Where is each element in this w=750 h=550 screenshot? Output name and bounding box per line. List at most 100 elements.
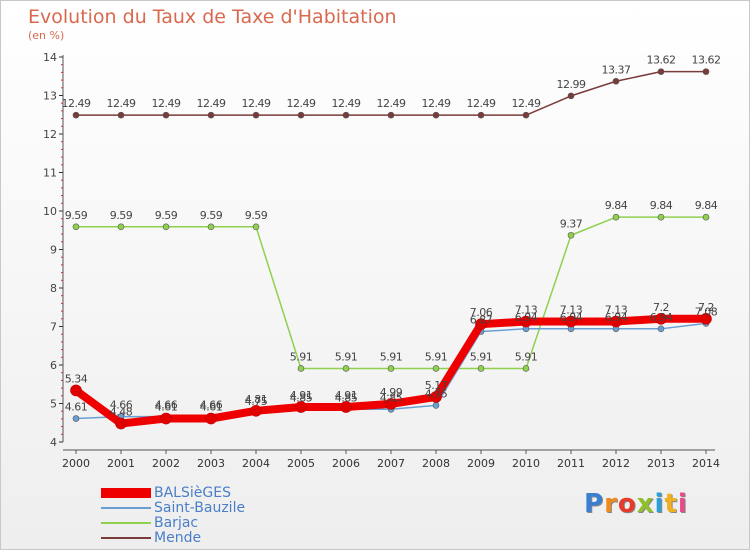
data-point	[432, 402, 440, 409]
y-tick-label: 10	[43, 205, 57, 218]
data-label: 4.85	[290, 391, 313, 404]
data-label: 12.49	[287, 97, 316, 110]
data-point	[610, 315, 622, 328]
data-label: 4.99	[380, 386, 403, 399]
data-label: 4.85	[380, 391, 403, 404]
data-point	[207, 111, 215, 119]
data-point	[432, 365, 440, 372]
data-label: 5.91	[470, 350, 493, 363]
data-point	[117, 111, 125, 119]
data-label: 5.91	[425, 350, 448, 363]
data-label: 4.61	[155, 401, 178, 414]
x-tick-label: 2003	[197, 457, 225, 470]
x-tick-label: 2004	[242, 457, 270, 470]
data-point	[430, 391, 442, 403]
logo-letter: P	[584, 489, 605, 519]
x-tick-label: 2006	[332, 457, 360, 470]
data-point	[252, 223, 260, 231]
data-point	[162, 223, 170, 231]
data-label: 5.34	[65, 372, 88, 385]
legend-label: BALSièGES	[154, 485, 231, 501]
x-tick-label: 2009	[467, 457, 495, 470]
data-label: 13.62	[692, 54, 721, 67]
legend-swatch	[101, 522, 151, 524]
x-tick-label: 2013	[647, 457, 675, 470]
data-point	[72, 111, 80, 119]
data-label: 5.91	[290, 350, 313, 363]
data-point	[342, 365, 350, 372]
data-label: 6.94	[560, 311, 583, 324]
data-label: 4.48	[110, 406, 133, 419]
y-tick-label: 14	[43, 51, 57, 64]
data-point	[565, 315, 577, 328]
data-point	[612, 213, 620, 221]
data-label: 13.37	[602, 63, 631, 76]
data-point	[115, 417, 127, 430]
data-point	[252, 111, 260, 119]
data-label: 12.49	[197, 97, 226, 110]
x-tick-label: 2008	[422, 457, 450, 470]
data-point	[297, 365, 305, 372]
data-point	[342, 111, 350, 119]
x-tick-label: 2011	[557, 457, 585, 470]
data-point	[387, 111, 395, 119]
series-line-Barjac	[76, 216, 706, 370]
data-point	[522, 365, 530, 372]
legend-swatch	[101, 507, 151, 509]
data-point	[702, 213, 710, 221]
data-label: 7.2	[653, 301, 669, 314]
data-label: 7.13	[605, 303, 628, 316]
data-point	[340, 401, 352, 413]
data-label: 12.49	[332, 97, 361, 110]
data-label: 4.95	[425, 387, 448, 400]
data-point	[385, 398, 397, 410]
data-label: 4.75	[245, 395, 268, 408]
legend-label: Mende	[154, 530, 202, 546]
data-point	[702, 68, 710, 75]
logo-letter: t	[664, 489, 678, 519]
logo-letter: i	[677, 489, 688, 519]
data-label: 12.49	[62, 97, 91, 110]
data-point	[522, 111, 530, 119]
data-point	[72, 415, 80, 422]
data-label: 5.91	[515, 350, 538, 363]
y-tick-label: 13	[43, 90, 57, 103]
y-tick-label: 11	[43, 167, 57, 180]
data-label: 6.94	[650, 311, 673, 324]
data-label: 9.59	[245, 209, 268, 222]
y-axis-unit: (en %)	[28, 29, 65, 42]
x-tick-label: 2007	[377, 457, 405, 470]
data-label: 12.49	[107, 97, 136, 110]
x-tick-label: 2012	[602, 457, 630, 470]
data-point	[160, 412, 172, 425]
data-point	[700, 312, 712, 325]
data-point	[657, 325, 665, 333]
data-point	[477, 111, 485, 119]
data-point	[657, 213, 665, 221]
y-tick-label: 7	[50, 321, 57, 334]
data-label: 12.49	[242, 97, 271, 110]
logo-letter: x	[636, 489, 655, 519]
data-label: 4.66	[200, 399, 223, 412]
data-label: 7.13	[515, 303, 538, 316]
data-point	[250, 405, 262, 417]
data-point	[477, 365, 485, 372]
logo-letter: r	[604, 489, 618, 519]
data-point	[205, 412, 217, 425]
data-point	[387, 365, 395, 372]
data-label: 4.91	[290, 389, 313, 402]
proxiti-logo: Proxiti	[584, 489, 688, 519]
data-label: 4.61	[65, 401, 88, 414]
data-point	[162, 111, 170, 119]
x-tick-label: 2002	[152, 457, 180, 470]
data-label: 5.17	[425, 379, 448, 392]
logo-letter: o	[617, 489, 637, 519]
y-tick-label: 6	[50, 359, 57, 372]
data-label: 4.66	[155, 399, 178, 412]
data-point	[297, 111, 305, 119]
logo-letter: i	[654, 489, 665, 519]
legend-swatch	[101, 537, 151, 539]
y-tick-label: 9	[50, 244, 57, 257]
data-label: 9.59	[155, 209, 178, 222]
